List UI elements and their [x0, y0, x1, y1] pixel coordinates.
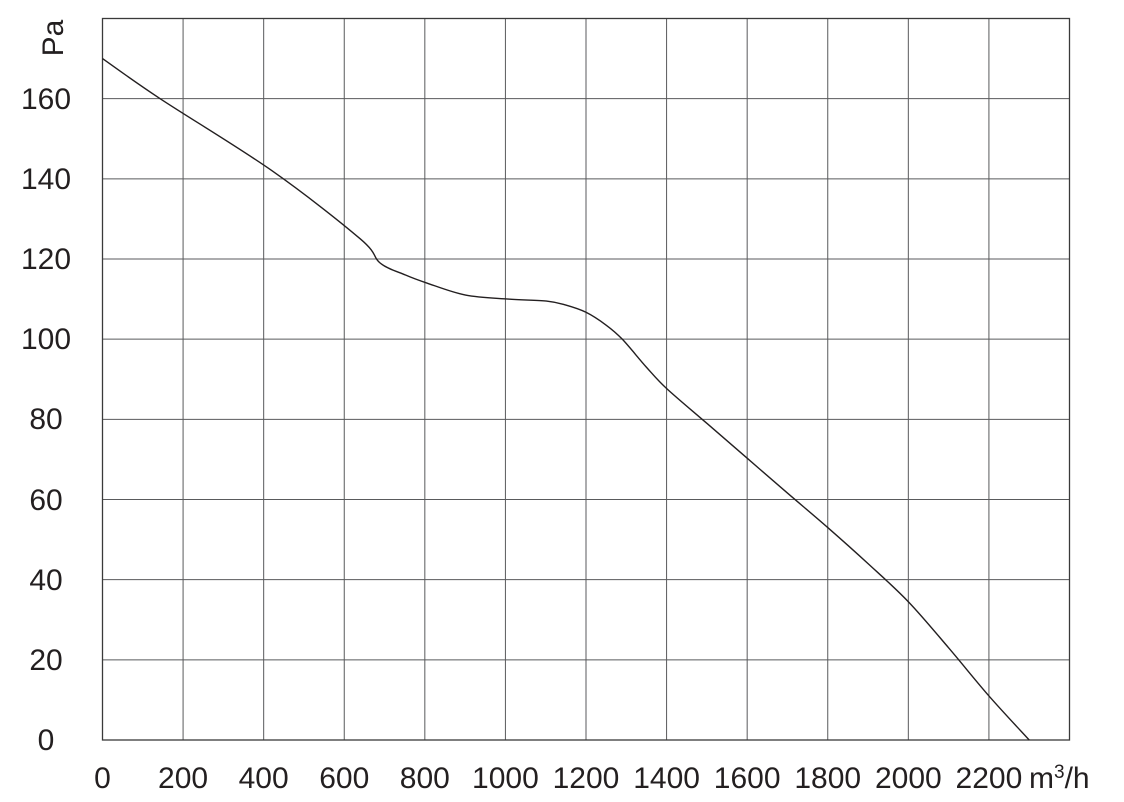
- svg-text:1800: 1800: [794, 762, 861, 795]
- svg-text:140: 140: [21, 163, 71, 196]
- svg-text:120: 120: [21, 243, 71, 276]
- svg-text:m3/h: m3/h: [1029, 762, 1090, 796]
- svg-text:40: 40: [29, 564, 62, 597]
- svg-text:60: 60: [29, 484, 62, 517]
- svg-text:0: 0: [94, 762, 111, 795]
- svg-text:0: 0: [38, 724, 55, 757]
- svg-text:200: 200: [158, 762, 208, 795]
- svg-text:160: 160: [21, 83, 71, 116]
- svg-text:100: 100: [21, 323, 71, 356]
- svg-text:1600: 1600: [714, 762, 781, 795]
- svg-text:1000: 1000: [472, 762, 539, 795]
- svg-text:600: 600: [319, 762, 369, 795]
- svg-text:1200: 1200: [553, 762, 620, 795]
- svg-text:20: 20: [29, 644, 62, 677]
- svg-text:400: 400: [239, 762, 289, 795]
- svg-text:800: 800: [400, 762, 450, 795]
- svg-text:Pa: Pa: [37, 19, 70, 56]
- svg-text:80: 80: [29, 403, 62, 436]
- svg-text:2000: 2000: [875, 762, 942, 795]
- svg-text:1400: 1400: [633, 762, 700, 795]
- svg-text:2200: 2200: [956, 762, 1023, 795]
